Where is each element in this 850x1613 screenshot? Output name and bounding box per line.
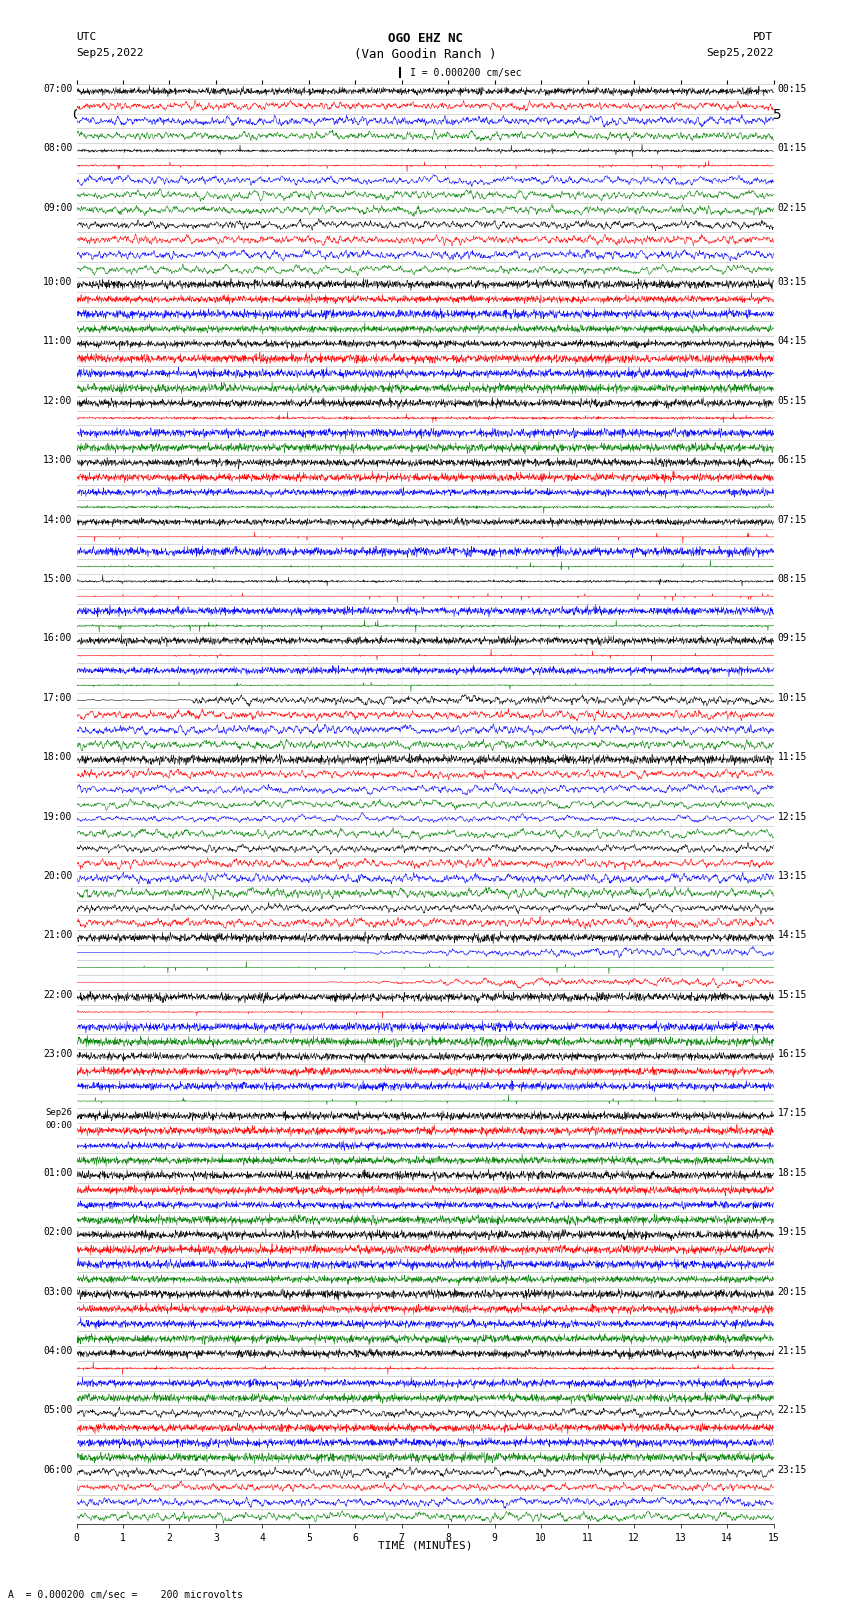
Text: 00:00: 00:00 [45,1121,72,1131]
Text: 08:00: 08:00 [42,144,72,153]
Text: 01:00: 01:00 [42,1168,72,1177]
Text: TIME (MINUTES): TIME (MINUTES) [377,1540,473,1550]
Text: (Van Goodin Ranch ): (Van Goodin Ranch ) [354,48,496,61]
Text: PDT: PDT [753,32,774,42]
Text: 13:00: 13:00 [42,455,72,465]
Text: 21:15: 21:15 [778,1347,807,1357]
Text: 13:15: 13:15 [778,871,807,881]
Text: 06:00: 06:00 [42,1465,72,1474]
Text: 21:00: 21:00 [42,931,72,940]
Text: 15:15: 15:15 [778,990,807,1000]
Text: 06:15: 06:15 [778,455,807,465]
Text: 03:15: 03:15 [778,277,807,287]
Text: Sep25,2022: Sep25,2022 [706,48,774,58]
Text: 16:15: 16:15 [778,1048,807,1060]
Text: 16:00: 16:00 [42,634,72,644]
Text: 19:15: 19:15 [778,1227,807,1237]
Text: 03:00: 03:00 [42,1287,72,1297]
Text: 17:00: 17:00 [42,692,72,703]
Text: 12:00: 12:00 [42,395,72,406]
Text: 01:15: 01:15 [778,144,807,153]
Text: 05:15: 05:15 [778,395,807,406]
Text: Sep25,2022: Sep25,2022 [76,48,144,58]
Text: 09:00: 09:00 [42,203,72,213]
Text: 20:15: 20:15 [778,1287,807,1297]
Text: 18:00: 18:00 [42,752,72,761]
Text: Sep26: Sep26 [45,1108,72,1118]
Text: UTC: UTC [76,32,97,42]
Text: 07:15: 07:15 [778,515,807,524]
Text: 18:15: 18:15 [778,1168,807,1177]
Text: 22:15: 22:15 [778,1405,807,1416]
Text: 04:15: 04:15 [778,337,807,347]
Text: 00:15: 00:15 [778,84,807,94]
Text: 20:00: 20:00 [42,871,72,881]
Text: 17:15: 17:15 [778,1108,807,1118]
Text: 10:00: 10:00 [42,277,72,287]
Text: 19:00: 19:00 [42,811,72,821]
Text: 11:15: 11:15 [778,752,807,761]
Text: 10:15: 10:15 [778,692,807,703]
Text: 15:00: 15:00 [42,574,72,584]
Text: 04:00: 04:00 [42,1347,72,1357]
Text: I = 0.000200 cm/sec: I = 0.000200 cm/sec [410,68,521,77]
Text: 23:15: 23:15 [778,1465,807,1474]
Text: 09:15: 09:15 [778,634,807,644]
Text: OGO EHZ NC: OGO EHZ NC [388,32,462,45]
Text: 08:15: 08:15 [778,574,807,584]
Text: 22:00: 22:00 [42,990,72,1000]
Text: 02:00: 02:00 [42,1227,72,1237]
Text: 11:00: 11:00 [42,337,72,347]
Text: 02:15: 02:15 [778,203,807,213]
Text: 07:00: 07:00 [42,84,72,94]
Text: A  = 0.000200 cm/sec =    200 microvolts: A = 0.000200 cm/sec = 200 microvolts [8,1590,243,1600]
Text: 14:00: 14:00 [42,515,72,524]
Text: 14:15: 14:15 [778,931,807,940]
Text: 12:15: 12:15 [778,811,807,821]
Text: 05:00: 05:00 [42,1405,72,1416]
Text: 23:00: 23:00 [42,1048,72,1060]
